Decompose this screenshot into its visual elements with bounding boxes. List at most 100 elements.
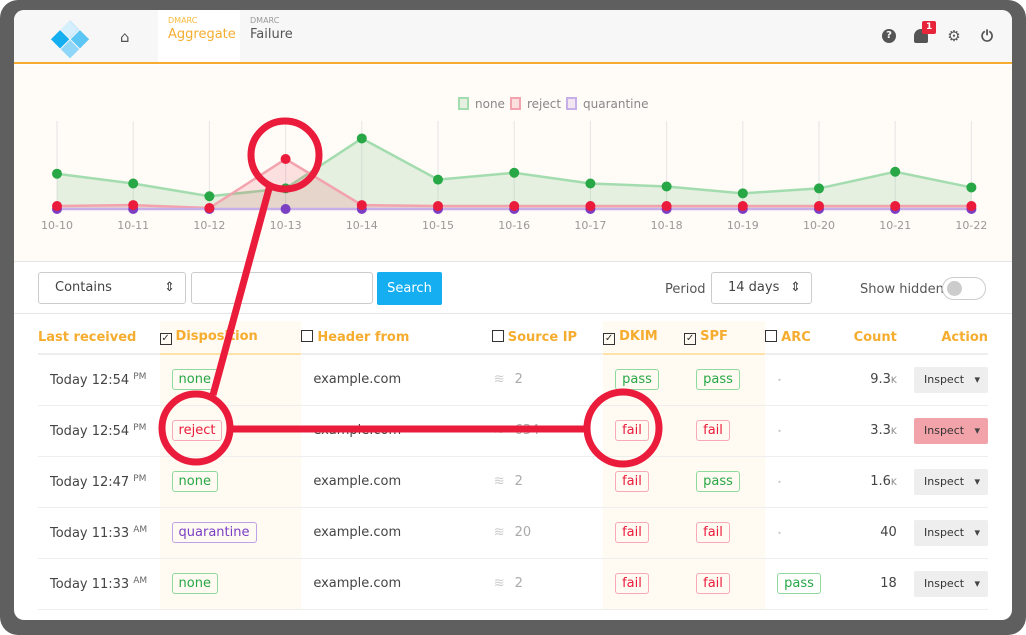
count: 3.3 — [870, 423, 891, 438]
column-label: Header from — [317, 329, 410, 345]
data-point-quarantine[interactable] — [280, 204, 291, 214]
data-point-reject[interactable] — [280, 154, 291, 165]
table-row: Today 11:33 AM none example.com ≋ 2 fail f… — [38, 558, 988, 610]
gear-icon[interactable]: ⚙ — [947, 27, 961, 45]
column-header[interactable]: Last received — [38, 321, 160, 355]
data-point-reject[interactable] — [204, 203, 215, 214]
inspect-button[interactable]: Inspect — [914, 366, 988, 393]
home-icon[interactable]: ⌂ — [120, 28, 130, 46]
disposition-badge: reject — [171, 420, 223, 441]
table-row: Today 11:33 AM quarantine example.com ≋ 20… — [38, 507, 988, 559]
period-select[interactable]: 14 days ⇕ — [711, 272, 812, 304]
inspect-button[interactable]: Inspect — [914, 519, 988, 546]
arc-empty: • — [777, 376, 782, 386]
data-point-none[interactable] — [737, 188, 748, 199]
data-point-reject[interactable] — [661, 201, 672, 212]
legend-label[interactable]: none — [475, 97, 505, 111]
source-ip-count[interactable]: 2 — [514, 372, 523, 388]
x-tick-label: 10-19 — [727, 219, 759, 232]
filter-toolbar: Contains ⇕ Search Period 14 days ⇕ Show hi… — [14, 262, 1012, 314]
column-header[interactable]: Source IP — [491, 321, 604, 355]
ampm: PM — [133, 473, 147, 484]
column-header[interactable]: ✓ SPF — [684, 321, 766, 355]
source-ip-count[interactable]: 634 — [514, 423, 540, 438]
data-point-reject[interactable] — [814, 201, 824, 212]
data-point-none[interactable] — [814, 183, 824, 194]
column-header[interactable]: ARC — [765, 321, 837, 355]
disposition-chart: 10-10 10-11 10-12 10-13 10-14 10-15 10-16 10-17… — [14, 66, 1012, 262]
count-unit: K — [890, 427, 897, 437]
data-point-reject[interactable] — [890, 201, 901, 212]
arc-empty: • — [777, 427, 782, 436]
data-point-none[interactable] — [128, 178, 139, 189]
data-point-reject[interactable] — [52, 201, 62, 212]
legend-label[interactable]: quarantine — [583, 97, 649, 111]
legend-swatch-none[interactable] — [458, 97, 469, 110]
column-checkbox[interactable]: ✓ — [603, 333, 616, 345]
x-tick-label: 10-20 — [803, 219, 835, 232]
data-point-none[interactable] — [433, 174, 443, 185]
source-ip-count[interactable]: 2 — [514, 474, 523, 489]
source-ip-count[interactable]: 20 — [514, 525, 532, 540]
search-input[interactable] — [191, 272, 373, 304]
data-point-none[interactable] — [661, 181, 672, 192]
filter-mode-select[interactable]: Contains ⇕ — [38, 272, 186, 304]
legend-swatch-quarantine[interactable] — [566, 97, 577, 110]
data-point-none[interactable] — [890, 166, 901, 177]
table-row: Today 12:54 PM reject example.com ≋ 634 fa… — [38, 405, 988, 457]
header-from: example.com — [301, 507, 492, 559]
data-point-reject[interactable] — [509, 201, 520, 212]
spf-badge: fail — [696, 420, 730, 441]
inspect-button[interactable]: Inspect — [914, 417, 988, 444]
column-header[interactable]: Count — [836, 321, 897, 355]
dkim-badge: fail — [615, 471, 649, 492]
table-row: Today 12:47 PM none example.com ≋ 2 fail p… — [38, 456, 988, 508]
search-button[interactable]: Search — [377, 272, 442, 305]
layers-icon: ≋ — [493, 525, 505, 540]
data-point-reject[interactable] — [356, 200, 367, 211]
data-point-none[interactable] — [356, 133, 367, 144]
column-label: ARC — [781, 329, 811, 345]
tab-failure[interactable]: DMARC Failure — [240, 10, 303, 62]
tab-kicker: DMARC — [250, 16, 280, 25]
column-checkbox[interactable] — [491, 329, 504, 342]
x-tick-label: 10-13 — [270, 219, 302, 232]
data-point-none[interactable] — [204, 191, 215, 202]
disposition-badge: quarantine — [171, 522, 257, 543]
legend-swatch-reject[interactable] — [510, 97, 521, 110]
data-point-none[interactable] — [280, 183, 291, 194]
header-from: example.com — [301, 456, 492, 508]
column-header[interactable]: ✓ Disposition — [159, 321, 302, 355]
legend-label[interactable]: reject — [527, 97, 561, 111]
data-point-reject[interactable] — [966, 201, 977, 212]
column-header[interactable]: ✓ DKIM — [603, 321, 685, 355]
data-point-none[interactable] — [585, 178, 596, 189]
tab-aggregate[interactable]: DMARC Aggregate — [158, 10, 240, 62]
inspect-button[interactable]: Inspect — [914, 468, 988, 495]
dkim-badge: fail — [615, 573, 649, 594]
column-checkbox[interactable]: ✓ — [159, 333, 172, 345]
column-header[interactable]: Header from — [301, 321, 492, 355]
power-icon[interactable]: ⏻ — [981, 27, 993, 45]
period-label: Period — [665, 282, 706, 297]
show-hidden-toggle[interactable] — [942, 277, 986, 300]
results-table: Last received ✓ Disposition Header from Sour… — [38, 321, 988, 610]
data-point-none[interactable] — [52, 168, 62, 179]
column-header[interactable]: Action — [896, 321, 988, 355]
data-point-none[interactable] — [509, 167, 520, 178]
help-icon[interactable]: ? — [882, 29, 896, 43]
count-unit: K — [890, 478, 897, 488]
data-point-reject[interactable] — [128, 200, 139, 211]
updown-icon: ⇕ — [790, 280, 801, 295]
data-point-reject[interactable] — [737, 201, 748, 212]
column-checkbox[interactable]: ✓ — [684, 333, 697, 345]
data-point-none[interactable] — [966, 182, 977, 193]
notification-badge: 1 — [922, 21, 937, 34]
inspect-button[interactable]: Inspect — [914, 570, 988, 597]
data-point-reject[interactable] — [585, 201, 596, 212]
column-checkbox[interactable] — [765, 329, 778, 342]
column-checkbox[interactable] — [301, 329, 314, 342]
data-point-reject[interactable] — [433, 201, 443, 212]
column-label: Disposition — [175, 329, 258, 344]
source-ip-count[interactable]: 2 — [514, 576, 523, 591]
